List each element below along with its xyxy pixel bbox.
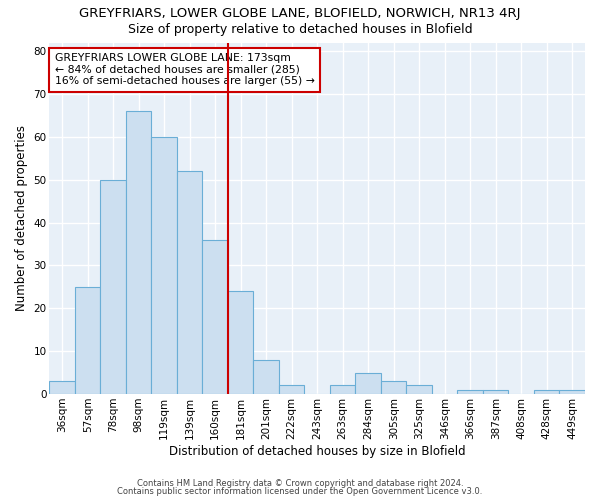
- Bar: [457, 390, 483, 394]
- Bar: [49, 381, 75, 394]
- Bar: [228, 291, 253, 394]
- Text: GREYFRIARS LOWER GLOBE LANE: 173sqm
← 84% of detached houses are smaller (285)
1: GREYFRIARS LOWER GLOBE LANE: 173sqm ← 84…: [55, 53, 314, 86]
- Bar: [559, 390, 585, 394]
- Bar: [355, 372, 381, 394]
- Bar: [253, 360, 279, 394]
- Bar: [202, 240, 228, 394]
- Y-axis label: Number of detached properties: Number of detached properties: [15, 126, 28, 312]
- Bar: [534, 390, 559, 394]
- Bar: [151, 137, 177, 394]
- Text: Contains HM Land Registry data © Crown copyright and database right 2024.: Contains HM Land Registry data © Crown c…: [137, 478, 463, 488]
- X-axis label: Distribution of detached houses by size in Blofield: Distribution of detached houses by size …: [169, 444, 466, 458]
- Bar: [126, 111, 151, 394]
- Bar: [177, 171, 202, 394]
- Bar: [406, 386, 432, 394]
- Text: Contains public sector information licensed under the Open Government Licence v3: Contains public sector information licen…: [118, 487, 482, 496]
- Bar: [381, 381, 406, 394]
- Bar: [330, 386, 355, 394]
- Bar: [279, 386, 304, 394]
- Bar: [483, 390, 508, 394]
- Bar: [100, 180, 126, 394]
- Bar: [75, 287, 100, 394]
- Text: Size of property relative to detached houses in Blofield: Size of property relative to detached ho…: [128, 22, 472, 36]
- Text: GREYFRIARS, LOWER GLOBE LANE, BLOFIELD, NORWICH, NR13 4RJ: GREYFRIARS, LOWER GLOBE LANE, BLOFIELD, …: [79, 8, 521, 20]
